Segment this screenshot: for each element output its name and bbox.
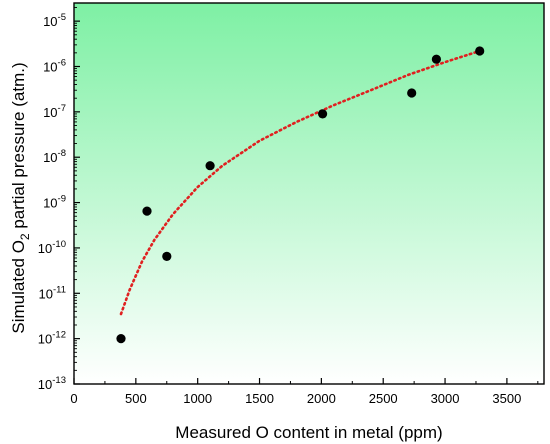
axis-ticks [73, 7, 539, 385]
x-tick-label: 1500 [245, 391, 274, 406]
x-tick-label: 0 [70, 391, 77, 406]
x-tick-label: 3000 [431, 391, 460, 406]
y-axis-title-prefix: Simulated O [9, 240, 28, 334]
x-tick-label: 2000 [307, 391, 336, 406]
plot-frame [73, 2, 545, 385]
data-point [431, 54, 441, 64]
data-point [162, 251, 172, 261]
y-tick-label: 10-10 [38, 239, 66, 256]
plot-area [74, 3, 544, 384]
y-tick-label: 10-13 [38, 375, 66, 392]
data-point [407, 88, 417, 98]
y-tick-label: 10-8 [43, 148, 66, 165]
y-tick-label: 10-11 [39, 284, 67, 301]
y-tick-label: 10-5 [43, 12, 66, 29]
data-points [116, 46, 485, 344]
data-point [116, 334, 126, 344]
y-tick-label: 10-6 [43, 58, 66, 75]
x-tick-label: 2500 [369, 391, 398, 406]
y-tick-label: 10-7 [43, 103, 66, 120]
x-tick-label: 3500 [492, 391, 521, 406]
x-tick-label: 500 [125, 391, 147, 406]
fit-curve-line [119, 49, 481, 316]
x-tick-label: 1000 [183, 391, 212, 406]
y-axis-title-suffix: partial pressure (atm.) [9, 62, 28, 233]
y-axis-title: Simulated O2 partial pressure (atm.) [9, 62, 32, 333]
y-axis-title-subscript: 2 [18, 233, 32, 240]
data-point [318, 109, 328, 119]
y-tick-label: 10-12 [38, 330, 66, 347]
y-tick-label: 10-9 [43, 194, 66, 211]
data-point [205, 161, 215, 171]
x-axis-title: Measured O content in metal (ppm) [175, 423, 442, 442]
tick-labels: 0 500 1000 1500 2000 2500 3000 3500 10-5 10-6 10-7… [38, 12, 522, 406]
data-point [142, 206, 152, 216]
data-point [475, 46, 485, 56]
fit-curve [119, 49, 481, 316]
